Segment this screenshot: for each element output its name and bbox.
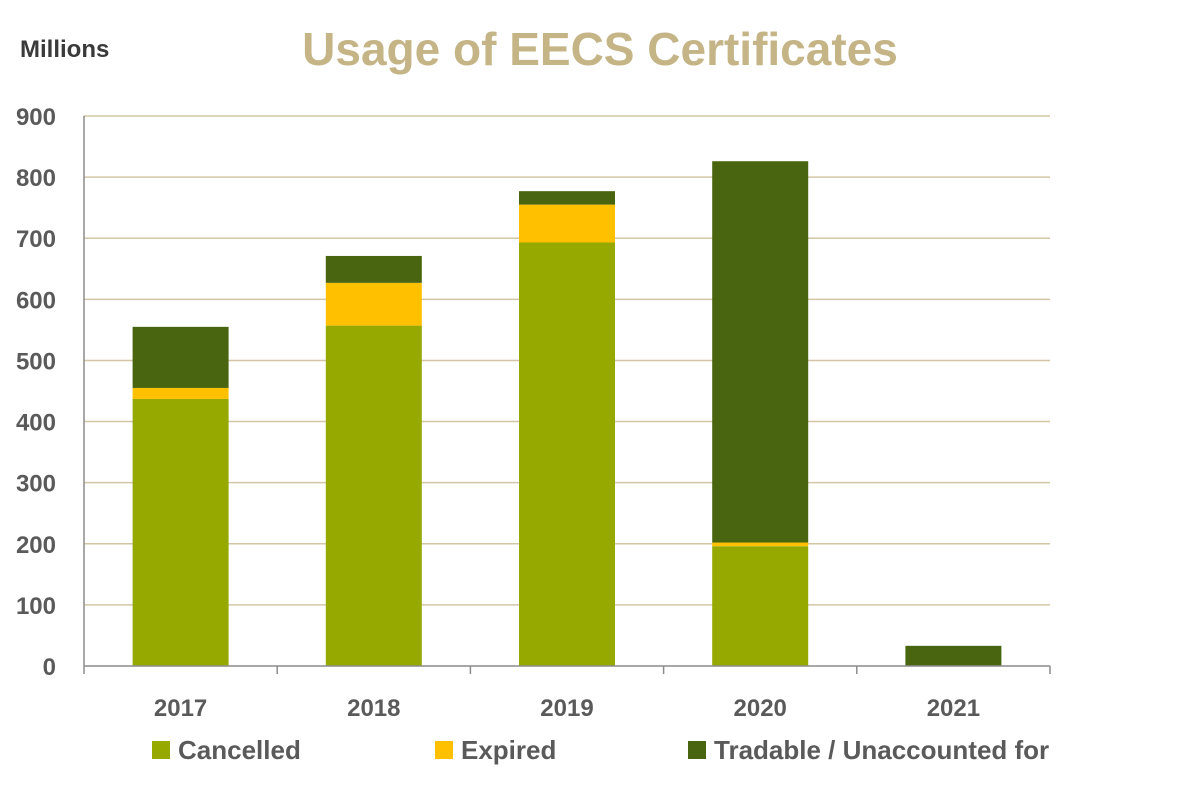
legend-swatch — [152, 741, 170, 759]
x-tick-label: 2020 — [734, 695, 787, 722]
x-tick-label: 2017 — [154, 695, 207, 722]
bar-segment — [712, 161, 809, 543]
x-axis-ticks: 2017 2018 2019 2020 2021 — [154, 695, 980, 722]
bar-segment — [712, 546, 809, 666]
x-tick-label: 2021 — [927, 695, 980, 722]
y-tick-label: 200 — [16, 532, 56, 559]
y-tick-label: 100 — [16, 593, 56, 620]
chart-title: Usage of EECS Certificates — [302, 23, 898, 75]
legend-item: Cancelled — [152, 735, 301, 765]
bar-segment — [325, 255, 422, 283]
legend-item: Expired — [435, 735, 556, 765]
bar-segment — [132, 398, 229, 666]
bar-segment — [519, 204, 615, 243]
legend-label: Tradable / Unaccounted for — [714, 735, 1049, 765]
bar-segment — [325, 282, 422, 326]
y-tick-label: 300 — [16, 471, 56, 498]
y-tick-label: 600 — [16, 287, 56, 314]
bar-segment — [132, 387, 229, 399]
y-tick-label: 500 — [16, 348, 56, 375]
y-tick-label: 800 — [16, 165, 56, 192]
bar-segment — [712, 542, 809, 547]
bar-segment — [519, 191, 615, 205]
bar-segment — [325, 325, 422, 666]
bar-segment — [905, 645, 1002, 666]
y-tick-label: 900 — [16, 104, 56, 131]
x-tick-label: 2019 — [540, 695, 593, 722]
y-tick-label: 700 — [16, 226, 56, 253]
y-axis-ticks: 0 100 200 300 400 500 600 700 800 900 — [16, 104, 56, 681]
bar-segment — [132, 326, 229, 388]
legend-label: Expired — [461, 735, 556, 765]
legend: Cancelled Expired Tradable / Unaccounted f… — [152, 735, 1049, 765]
legend-item: Tradable / Unaccounted for — [688, 735, 1049, 765]
legend-swatch — [435, 741, 453, 759]
x-axis — [83, 116, 1051, 674]
x-tick-label: 2018 — [347, 695, 400, 722]
y-tick-label: 400 — [16, 410, 56, 437]
bar-segment — [519, 242, 615, 666]
y-tick-label: 0 — [43, 654, 56, 681]
legend-swatch — [688, 741, 706, 759]
legend-label: Cancelled — [178, 735, 301, 765]
y-axis-unit-label: Millions — [20, 36, 110, 63]
bars — [132, 161, 1002, 666]
